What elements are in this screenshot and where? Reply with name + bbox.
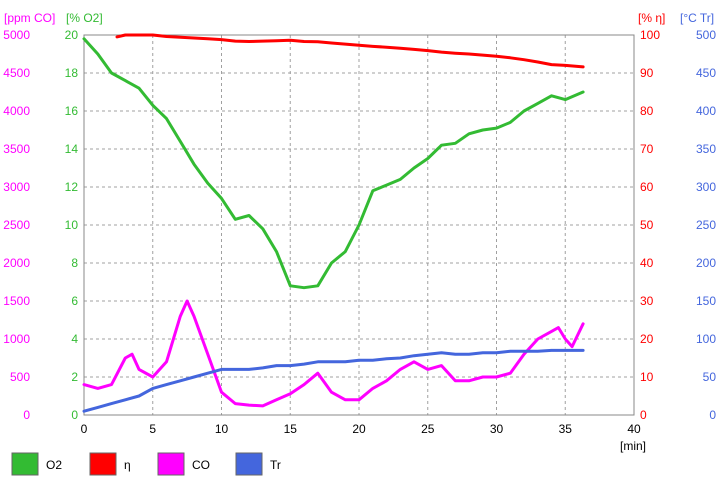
series-line-co bbox=[82, 299, 585, 408]
o2-tick-label: 6 bbox=[71, 294, 78, 308]
eta-axis-title: [% η] bbox=[638, 11, 665, 25]
o2-axis-title: [% O2] bbox=[66, 11, 103, 25]
x-tick-label: 40 bbox=[627, 422, 641, 436]
co-axis-title: [ppm CO] bbox=[4, 11, 55, 25]
tr-tick-label: 150 bbox=[696, 294, 716, 308]
co-tick-label: 1500 bbox=[3, 294, 30, 308]
o2-tick-label: 16 bbox=[65, 104, 79, 118]
plot-frame bbox=[83, 34, 635, 416]
tr-tick-label: 0 bbox=[709, 408, 716, 422]
co-tick-label: 1000 bbox=[3, 332, 30, 346]
series-line-o2 bbox=[82, 37, 585, 290]
eta-tick-label: 10 bbox=[640, 370, 654, 384]
eta-tick-label: 40 bbox=[640, 256, 654, 270]
co-tick-label: 2500 bbox=[3, 218, 30, 232]
x-tick-label: 0 bbox=[81, 422, 88, 436]
tr-tick-label: 200 bbox=[696, 256, 716, 270]
o2-tick-label: 14 bbox=[65, 142, 79, 156]
x-tick-label: 35 bbox=[559, 422, 573, 436]
series-line-tr bbox=[82, 348, 585, 413]
eta-tick-label: 50 bbox=[640, 218, 654, 232]
eta-tick-label: 60 bbox=[640, 180, 654, 194]
grid bbox=[83, 34, 635, 416]
co-tick-label: 3500 bbox=[3, 142, 30, 156]
series-line-eta bbox=[115, 33, 585, 69]
eta-tick-label: 0 bbox=[640, 408, 647, 422]
tr-tick-label: 50 bbox=[703, 370, 717, 384]
x-tick-label: 30 bbox=[490, 422, 504, 436]
o2-tick-label: 8 bbox=[71, 256, 78, 270]
tr-tick-label: 250 bbox=[696, 218, 716, 232]
o2-tick-label: 12 bbox=[65, 180, 79, 194]
o2-tick-label: 2 bbox=[71, 370, 78, 384]
eta-tick-label: 30 bbox=[640, 294, 654, 308]
o2-tick-label: 20 bbox=[65, 28, 79, 42]
x-tick-label: 5 bbox=[149, 422, 156, 436]
tr-tick-label: 100 bbox=[696, 332, 716, 346]
o2-tick-label: 10 bbox=[65, 218, 79, 232]
x-axis-label: [min] bbox=[620, 439, 646, 453]
legend-swatch-co bbox=[157, 452, 185, 476]
x-tick-label: 10 bbox=[215, 422, 229, 436]
o2-tick-label: 4 bbox=[71, 332, 78, 346]
axis-tick-labels: 0 5 10 15 20 25 30 35 40[min]0500100015002000250… bbox=[3, 11, 716, 453]
eta-tick-label: 100 bbox=[640, 28, 660, 42]
legend-label-co: CO bbox=[192, 458, 210, 472]
legend-label-tr: Tr bbox=[270, 458, 281, 472]
tr-tick-label: 400 bbox=[696, 104, 716, 118]
eta-tick-label: 70 bbox=[640, 142, 654, 156]
tr-tick-label: 500 bbox=[696, 28, 716, 42]
tr-tick-label: 350 bbox=[696, 142, 716, 156]
x-tick-label: 25 bbox=[421, 422, 435, 436]
eta-tick-label: 80 bbox=[640, 104, 654, 118]
co-tick-label: 4000 bbox=[3, 104, 30, 118]
tr-axis-title: [°C Tr] bbox=[680, 11, 714, 25]
eta-tick-label: 20 bbox=[640, 332, 654, 346]
co-tick-label: 500 bbox=[10, 370, 30, 384]
x-tick-label: 15 bbox=[284, 422, 298, 436]
co-tick-label: 4500 bbox=[3, 66, 30, 80]
legend-swatch-tr bbox=[235, 452, 263, 476]
legend-label-o2: O2 bbox=[46, 458, 62, 472]
legend-swatch-o2 bbox=[11, 452, 39, 476]
tr-tick-label: 450 bbox=[696, 66, 716, 80]
tr-tick-label: 300 bbox=[696, 180, 716, 194]
o2-tick-label: 18 bbox=[65, 66, 79, 80]
co-tick-label: 2000 bbox=[3, 256, 30, 270]
legend-swatch-eta bbox=[89, 452, 117, 476]
co-tick-label: 0 bbox=[23, 408, 30, 422]
series-lines bbox=[82, 33, 585, 413]
legend: O2 η CO Tr bbox=[11, 452, 281, 476]
x-tick-label: 20 bbox=[352, 422, 366, 436]
o2-tick-label: 0 bbox=[71, 408, 78, 422]
co-tick-label: 3000 bbox=[3, 180, 30, 194]
co-tick-label: 5000 bbox=[3, 28, 30, 42]
legend-label-eta: η bbox=[124, 458, 131, 472]
eta-tick-label: 90 bbox=[640, 66, 654, 80]
